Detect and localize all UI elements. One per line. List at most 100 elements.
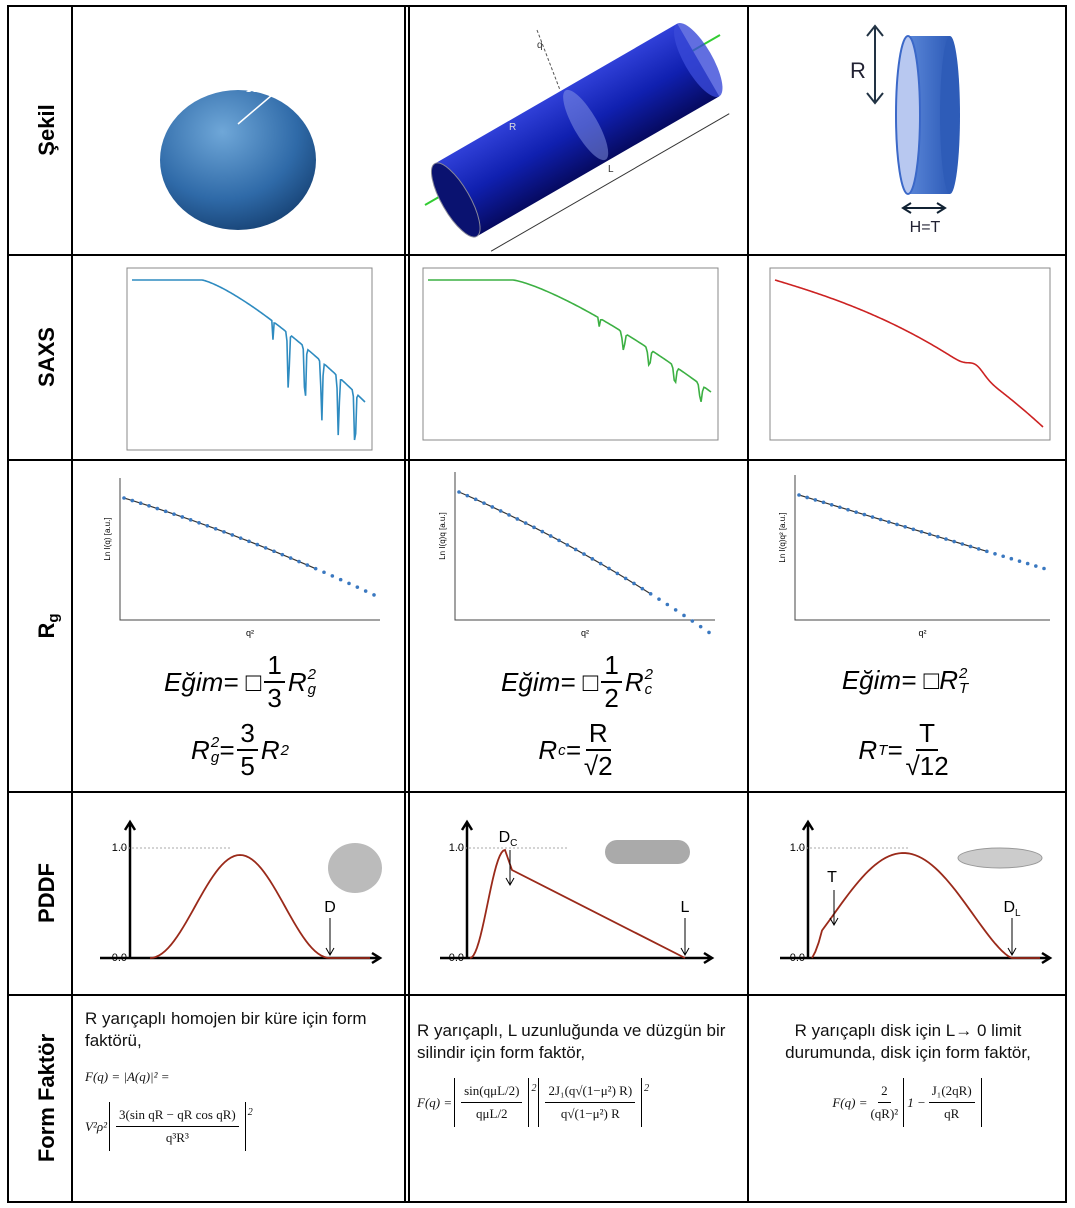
denominator: 5 [240, 751, 254, 782]
superscript: 2 [211, 735, 219, 750]
formula-var: R [625, 667, 644, 698]
curve [775, 280, 1043, 427]
data-dot [264, 546, 268, 550]
formula-lhs: R [858, 735, 877, 766]
data-dot [566, 543, 570, 547]
curve [428, 280, 711, 402]
data-dot [356, 585, 360, 589]
subscript: c [558, 743, 566, 758]
data-dot [247, 540, 251, 544]
data-dot [1001, 554, 1005, 558]
data-dot [674, 608, 678, 612]
superscript: 2 [959, 666, 968, 681]
data-dot [641, 587, 645, 591]
data-dot [197, 521, 201, 525]
data-dot [557, 539, 561, 543]
marker-label: L [681, 899, 690, 916]
data-dot [936, 535, 940, 539]
denominator: √2 [584, 751, 613, 782]
plot-frame [423, 268, 718, 440]
power: 2 [248, 1102, 253, 1124]
data-dot [1026, 562, 1030, 566]
row-header: Form Faktör [34, 1033, 59, 1162]
data-dot [985, 550, 989, 554]
marker-base: D [324, 899, 336, 916]
data-dot [256, 543, 260, 547]
data-dot [131, 499, 135, 503]
data-dot [871, 515, 875, 519]
inset-shape [328, 843, 382, 893]
numerator: 3 [237, 718, 257, 751]
axis-tick-label: 1.0 [112, 842, 127, 854]
sup-sub: c [558, 743, 566, 758]
data-dot [944, 537, 948, 541]
data-dot [903, 525, 907, 529]
formula-lhs: R [538, 735, 557, 766]
data-dot [616, 572, 620, 576]
formula-var: R [261, 735, 280, 766]
fraction: 2(qR)² [870, 1080, 898, 1125]
row-header: PDDF [34, 863, 59, 923]
denominator: 3 [267, 683, 281, 714]
curve [132, 280, 365, 440]
numerator: 1 [601, 650, 621, 683]
numerator: J₁(2qR) [929, 1080, 975, 1103]
curve [799, 495, 987, 551]
data-dot [952, 540, 956, 544]
description: R yarıçaplı disk için L→ 0 limit durumun… [758, 1020, 1058, 1064]
curve [124, 498, 316, 569]
inset-shape [958, 848, 1042, 868]
sup-sub: 2T [959, 666, 968, 696]
data-dot [281, 553, 285, 557]
data-dot [122, 496, 126, 500]
formula-op: = □ [560, 667, 598, 698]
denominator: qR [944, 1103, 959, 1125]
data-dot [549, 534, 553, 538]
marker-base: T [827, 869, 837, 886]
thickness-arrow [903, 203, 945, 213]
marker-label: T [827, 869, 837, 886]
data-dot [797, 493, 801, 497]
fraction: sin(qμL/2)qμL/2 [461, 1080, 522, 1125]
data-dot [532, 526, 536, 530]
data-dot [666, 603, 670, 607]
plot-axes [120, 478, 380, 620]
bracket: sin(qμL/2)qμL/2 [454, 1078, 529, 1127]
data-dot [181, 515, 185, 519]
marker-base: D [1003, 899, 1015, 916]
denominator: (qR)² [870, 1103, 898, 1125]
description: R yarıçaplı homojen bir küre için form f… [85, 1008, 395, 1052]
data-dot [272, 549, 276, 553]
plot-frame [127, 268, 372, 450]
formula-prefix: V²ρ² [85, 1116, 107, 1138]
data-dot [599, 562, 603, 566]
plot-axes [455, 472, 715, 620]
bracket: 1 −J₁(2qR)qR [903, 1078, 981, 1127]
data-dot [372, 593, 376, 597]
data-dot [524, 521, 528, 525]
data-dot [1034, 564, 1038, 568]
subscript: c [645, 682, 653, 697]
denominator: q³R³ [166, 1127, 189, 1149]
data-dot [306, 563, 310, 567]
shape-label: L [608, 164, 614, 175]
data-dot [541, 530, 545, 534]
data-dot [1010, 557, 1014, 561]
numerator: 3(sin qR − qR cos qR) [116, 1104, 239, 1127]
marker-arrow [1008, 918, 1016, 955]
data-dot [331, 574, 335, 578]
form-factor-cell: R yarıçaplı disk için L→ 0 limit durumun… [758, 1020, 1058, 1127]
formula-prefix: F(q) = [417, 1092, 452, 1114]
shape-label: H=T [910, 219, 941, 236]
formula-prefix: F(q) = [832, 1092, 867, 1114]
fraction: 3(sin qR − qR cos qR)q³R³ [116, 1104, 239, 1149]
data-dot [838, 505, 842, 509]
shape-label: R [509, 122, 516, 133]
formula-lhs: Eğim [501, 667, 560, 698]
denominator: 2 [604, 683, 618, 714]
data-dot [222, 530, 226, 534]
